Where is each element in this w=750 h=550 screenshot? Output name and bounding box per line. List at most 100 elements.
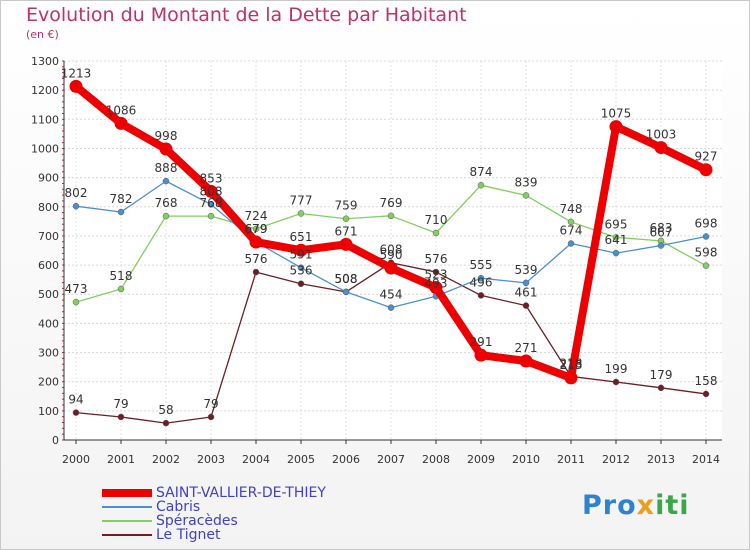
legend-label: Le Tignet (156, 527, 221, 543)
legend-entry: Spéracèdes (102, 514, 326, 528)
data-label: 695 (605, 217, 628, 231)
data-point (162, 212, 170, 220)
data-label: 58 (158, 403, 173, 417)
legend-label: Cabris (156, 499, 201, 515)
data-point (162, 177, 170, 185)
x-tick-label: 2012 (602, 453, 630, 466)
data-label: 927 (695, 150, 718, 164)
data-point (474, 348, 488, 362)
data-label: 1213 (61, 66, 92, 80)
data-point (387, 212, 395, 220)
data-label: 759 (335, 199, 358, 213)
data-point (72, 298, 80, 306)
data-point (429, 281, 443, 295)
data-label: 608 (380, 243, 403, 257)
data-point (114, 116, 128, 130)
data-point (252, 268, 260, 276)
data-label: 874 (470, 165, 493, 179)
data-point (477, 274, 485, 282)
data-point (294, 243, 308, 257)
data-label: 591 (290, 248, 313, 262)
data-point (567, 240, 575, 247)
y-tick-label: 100 (38, 405, 59, 418)
data-label: 667 (650, 226, 673, 240)
x-tick-label: 2014 (692, 453, 720, 466)
data-point (522, 279, 530, 287)
data-label: 710 (425, 213, 448, 227)
y-tick-label: 700 (38, 230, 59, 243)
data-label: 782 (110, 192, 133, 206)
data-point (252, 225, 260, 233)
x-tick-label: 2001 (107, 453, 135, 466)
data-label: 555 (470, 258, 493, 272)
data-label: 508 (335, 272, 358, 286)
data-point (69, 79, 83, 93)
data-point (297, 280, 305, 287)
data-label: 213 (560, 358, 583, 372)
data-label: 473 (65, 282, 88, 296)
data-label: 888 (155, 161, 178, 175)
data-point (432, 268, 440, 276)
y-tick-label: 400 (38, 317, 59, 330)
data-point (117, 208, 125, 216)
data-point (612, 378, 620, 386)
data-point (207, 201, 215, 208)
data-label: 698 (695, 217, 718, 231)
data-label: 79 (113, 397, 128, 411)
data-label: 496 (470, 275, 493, 289)
legend-entry: Le Tignet (102, 528, 326, 542)
data-label: 79 (203, 397, 218, 411)
data-point (657, 242, 665, 249)
y-tick-label: 1200 (31, 84, 59, 97)
data-point (654, 141, 668, 155)
data-label: 518 (110, 269, 133, 283)
legend-swatch (102, 534, 152, 536)
data-label: 461 (515, 286, 538, 300)
data-label: 808 (200, 184, 223, 198)
data-point (162, 419, 170, 427)
x-tick-label: 2000 (62, 453, 90, 466)
data-label: 768 (200, 196, 223, 210)
data-point (702, 233, 710, 240)
data-point (564, 371, 578, 385)
x-tick-label: 2008 (422, 453, 450, 466)
data-label: 590 (380, 248, 403, 262)
data-point (387, 304, 395, 311)
y-tick-label: 200 (38, 376, 59, 389)
data-label: 769 (380, 196, 403, 210)
y-tick-label: 1300 (31, 55, 59, 68)
data-label: 271 (515, 341, 538, 355)
data-label: 576 (245, 252, 268, 266)
data-label: 748 (560, 202, 583, 216)
x-tick-label: 2011 (557, 453, 585, 466)
x-tick-label: 2009 (467, 453, 495, 466)
y-tick-label: 0 (52, 434, 59, 447)
x-tick-label: 2003 (197, 453, 225, 466)
data-point (522, 192, 530, 199)
data-label: 674 (560, 224, 583, 238)
x-tick-label: 2006 (332, 453, 360, 466)
data-label: 839 (515, 175, 538, 189)
data-label: 199 (605, 362, 628, 376)
legend-swatch (102, 489, 152, 497)
data-label: 598 (695, 246, 718, 260)
x-tick-label: 2010 (512, 453, 540, 466)
legend: SAINT-VALLIER-DE-THIEY Cabris Spéracèdes Le… (102, 486, 326, 542)
y-tick-label: 1000 (31, 142, 59, 155)
legend-swatch (102, 506, 152, 508)
data-point (159, 142, 173, 156)
x-tick-label: 2004 (242, 453, 270, 466)
data-point (477, 292, 485, 299)
data-point (612, 249, 620, 257)
x-tick-label: 2013 (647, 453, 675, 466)
data-label: 853 (200, 171, 223, 185)
data-label: 94 (68, 393, 83, 407)
data-point (297, 210, 305, 217)
y-tick-label: 900 (38, 172, 59, 185)
data-label: 679 (245, 222, 268, 236)
data-label: 802 (65, 186, 88, 200)
data-point (522, 302, 530, 309)
data-label: 179 (650, 368, 673, 382)
data-label: 576 (425, 252, 448, 266)
y-tick-label: 300 (38, 347, 59, 360)
